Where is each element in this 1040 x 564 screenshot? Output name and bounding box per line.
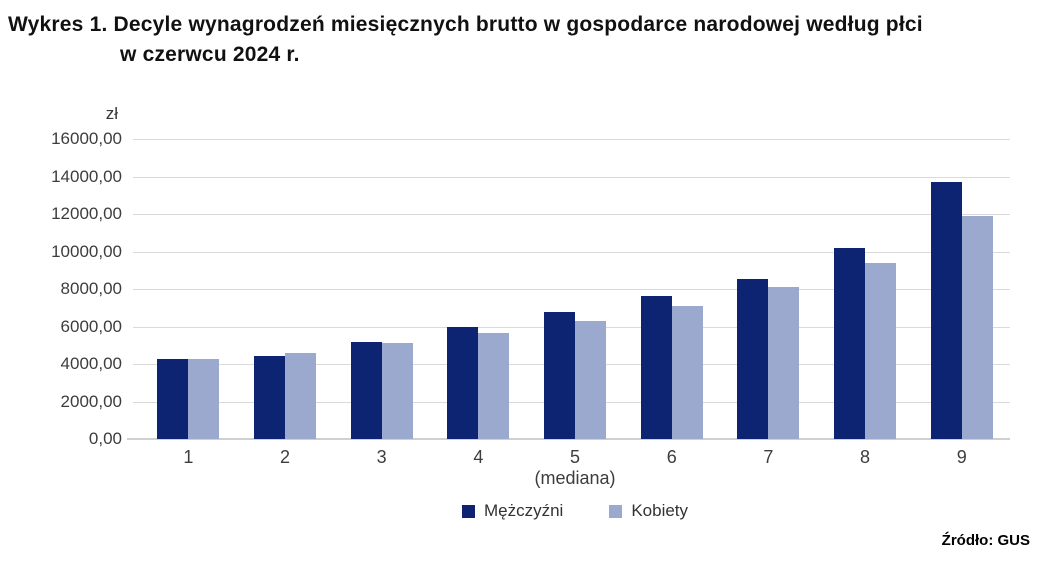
bar-men-decile-2	[254, 355, 285, 439]
bar-women-decile-7	[768, 287, 800, 439]
x-tick-label: 2	[280, 447, 291, 467]
x-tick-8: 8	[817, 447, 914, 489]
x-tick-2: 2	[237, 447, 334, 489]
y-tick-label: 2000,00	[60, 391, 122, 411]
bar-women-decile-5	[575, 320, 607, 439]
x-tick-label: 8	[860, 447, 871, 467]
bar-men-decile-4	[447, 327, 479, 439]
y-tick-label: 10000,00	[51, 241, 122, 261]
gridline	[133, 214, 1010, 215]
y-tick-label: 8000,00	[60, 279, 122, 298]
x-tick-label: 1	[183, 447, 194, 467]
x-tick-label: 6	[666, 447, 677, 467]
x-tick-3: 3	[333, 447, 430, 489]
bar-groups	[140, 139, 1010, 439]
y-tick-label: 14000,00	[51, 166, 122, 186]
y-tick-label: 12000,00	[51, 204, 122, 223]
x-tick-label: 3	[376, 447, 387, 467]
x-tick-sublabel: (mediana)	[534, 468, 616, 488]
legend-label-men: Mężczyźni	[483, 501, 564, 520]
legend-item-men: Mężczyźni	[461, 501, 564, 521]
x-tick-label: 5	[570, 447, 581, 467]
x-tick-label: 7	[763, 447, 774, 467]
legend-swatch-men	[461, 504, 475, 518]
bar-men-decile-3	[350, 342, 382, 439]
bar-group-1	[140, 359, 237, 439]
x-tick-7: 7	[720, 447, 817, 489]
x-tick-label: 4	[473, 447, 484, 467]
x-tick-9: 9	[913, 447, 1010, 489]
bar-women-decile-6	[671, 305, 703, 439]
gridline	[133, 251, 1010, 253]
bar-men-decile-6	[640, 295, 672, 439]
y-axis-tick-labels: 16000,00 14000,00 12000,00 10000,00 8000,00 6…	[0, 129, 122, 448]
bar-group-3	[333, 342, 430, 439]
bar-men-decile-7	[737, 278, 769, 439]
bar-women-decile-4	[478, 333, 510, 439]
x-tick-1: 1	[140, 447, 237, 489]
y-tick-label: 16000,00	[51, 129, 122, 148]
legend-item-women: Kobiety	[609, 501, 688, 521]
bar-men-decile-9	[930, 182, 962, 439]
bar-women-decile-3	[381, 343, 413, 439]
bar-men-decile-5	[544, 311, 576, 439]
y-tick-label: 6000,00	[60, 316, 122, 336]
bar-group-5	[527, 311, 624, 439]
y-tick-label: 0,00	[88, 429, 122, 448]
bar-women-decile-9	[961, 215, 993, 439]
gridline	[133, 176, 1010, 178]
chart-legend: Mężczyźni Kobiety	[140, 501, 1010, 521]
x-tick-6: 6	[623, 447, 720, 489]
x-axis-tick-labels: 1 2 3 4 5 (mediana) 6 7 8 9	[140, 447, 1010, 489]
bar-group-9	[913, 182, 1010, 439]
plot-area	[127, 139, 1010, 440]
y-axis-unit-label: zł	[105, 104, 118, 123]
bar-group-7	[720, 278, 817, 439]
gridline	[133, 289, 1010, 290]
bar-women-decile-2	[285, 352, 316, 439]
gridline	[133, 139, 1010, 140]
source-note: Źródło: GUS	[941, 532, 1030, 549]
x-axis-line	[127, 438, 1010, 440]
y-tick-label: 4000,00	[60, 354, 122, 373]
x-tick-5: 5 (mediana)	[527, 447, 624, 489]
bar-women-decile-1	[188, 359, 220, 439]
bar-group-8	[817, 247, 914, 439]
bar-group-4	[430, 327, 527, 439]
bar-women-decile-8	[865, 262, 897, 439]
legend-swatch-women	[609, 504, 623, 518]
chart-title: Wykres 1. Decyle wynagrodzeń miesięcznyc…	[8, 10, 923, 70]
bar-men-decile-8	[834, 247, 866, 439]
bar-men-decile-1	[157, 359, 189, 439]
x-tick-label: 9	[956, 447, 967, 467]
legend-label-women: Kobiety	[631, 501, 689, 520]
bar-group-2	[237, 352, 334, 439]
chart-title-line2: w czerwcu 2024 r.	[120, 43, 300, 66]
x-tick-4: 4	[430, 447, 527, 489]
chart-title-line1: Wykres 1. Decyle wynagrodzeń miesięcznyc…	[8, 13, 923, 36]
bar-group-6	[623, 295, 720, 439]
